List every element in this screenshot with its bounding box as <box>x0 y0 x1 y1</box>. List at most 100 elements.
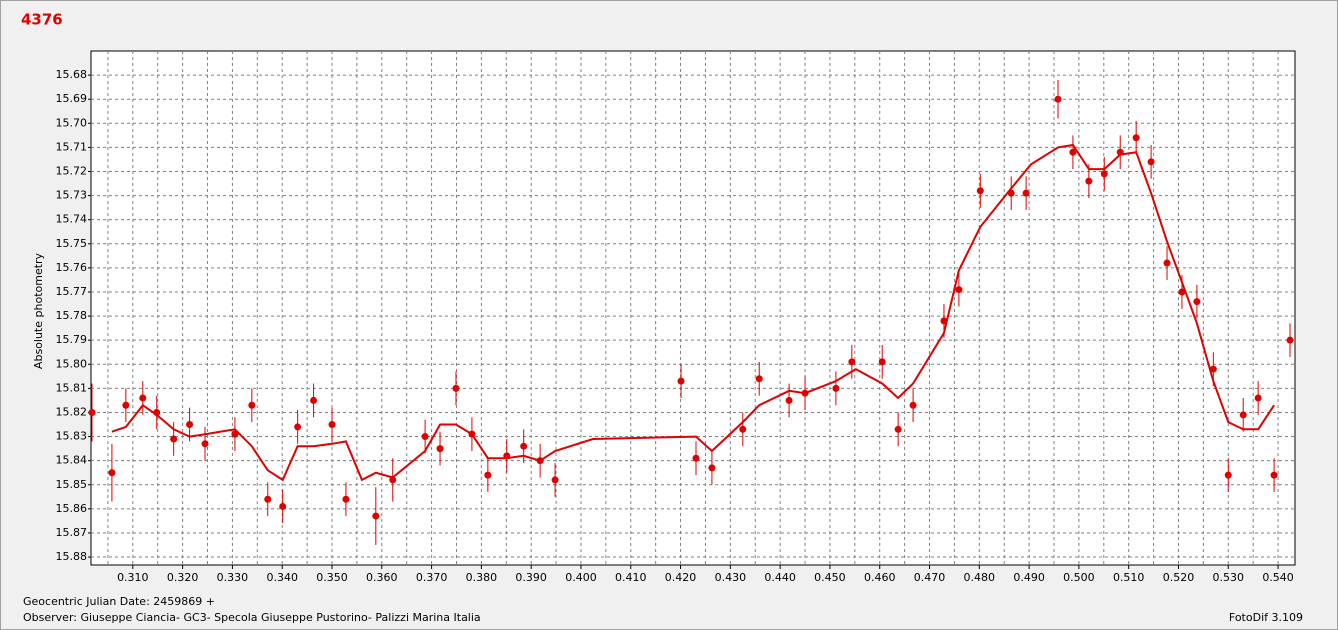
y-tick-label: 15.86 <box>56 502 88 515</box>
x-tick-label: 0.320 <box>167 571 199 584</box>
data-point <box>551 476 559 484</box>
data-point <box>139 394 147 402</box>
data-point <box>294 423 302 431</box>
y-tick-label: 15.87 <box>56 526 88 539</box>
y-tick-label: 15.81 <box>56 381 88 394</box>
data-point <box>231 430 239 438</box>
data-point <box>421 433 429 441</box>
data-point <box>692 454 700 462</box>
data-point <box>708 464 716 472</box>
x-tick-label: 0.480 <box>964 571 996 584</box>
data-point <box>503 452 511 460</box>
x-tick-label: 0.410 <box>615 571 647 584</box>
x-tick-label: 0.450 <box>814 571 846 584</box>
x-tick-label: 0.530 <box>1213 571 1245 584</box>
data-point <box>878 358 886 366</box>
y-tick-label: 15.70 <box>56 116 88 129</box>
data-point <box>1254 394 1262 402</box>
data-point <box>264 495 272 503</box>
data-point <box>848 358 856 366</box>
data-point <box>88 408 96 416</box>
data-point <box>310 396 318 404</box>
data-point <box>909 401 917 409</box>
observer-note: Observer: Giuseppe Ciancia- GC3- Specola… <box>23 611 481 624</box>
y-tick-label: 15.71 <box>56 140 88 153</box>
y-tick-label: 15.75 <box>56 237 88 250</box>
data-point <box>122 401 130 409</box>
data-point <box>1209 365 1217 373</box>
data-point <box>536 457 544 465</box>
data-point <box>186 421 194 429</box>
data-point <box>1286 336 1294 344</box>
data-point <box>976 187 984 195</box>
y-tick-label: 15.84 <box>56 454 88 467</box>
x-tick-label: 0.370 <box>416 571 448 584</box>
data-point <box>785 396 793 404</box>
data-point <box>1224 471 1232 479</box>
plot-area <box>90 50 1296 566</box>
x-tick-label: 0.380 <box>466 571 498 584</box>
data-point <box>170 435 178 443</box>
data-point <box>1069 148 1077 156</box>
y-tick-label: 15.69 <box>56 92 88 105</box>
x-tick-label: 0.460 <box>864 571 896 584</box>
data-point <box>955 286 963 294</box>
data-point <box>342 495 350 503</box>
fit-line <box>111 143 1275 482</box>
data-point <box>1147 158 1155 166</box>
data-point <box>1193 298 1201 306</box>
data-point <box>1007 189 1015 197</box>
y-tick-label: 15.85 <box>56 478 88 491</box>
data-point <box>677 377 685 385</box>
x-tick-label: 0.420 <box>665 571 697 584</box>
data-point <box>755 375 763 383</box>
data-point <box>1178 288 1186 296</box>
data-point <box>153 408 161 416</box>
data-point <box>520 442 528 450</box>
x-tick-label: 0.430 <box>715 571 747 584</box>
y-tick-label: 15.72 <box>56 164 88 177</box>
data-point <box>1085 177 1093 185</box>
x-tick-label: 0.360 <box>366 571 398 584</box>
data-point <box>940 317 948 325</box>
data-point <box>201 440 209 448</box>
x-tick-label: 0.510 <box>1113 571 1145 584</box>
data-point <box>1163 259 1171 267</box>
x-tick-label: 0.340 <box>266 571 298 584</box>
data-point <box>436 445 444 453</box>
x-tick-label: 0.520 <box>1163 571 1195 584</box>
data-point <box>1270 471 1278 479</box>
y-tick-label: 15.68 <box>56 68 88 81</box>
x-tick-label: 0.490 <box>1013 571 1045 584</box>
software-note: FotoDif 3.109 <box>1229 611 1303 624</box>
data-point <box>468 430 476 438</box>
x-tick-label: 0.400 <box>565 571 597 584</box>
y-tick-label: 15.74 <box>56 213 88 226</box>
y-axis-label: Absolute photometry <box>32 252 45 369</box>
y-tick-label: 15.76 <box>56 261 88 274</box>
data-point <box>1022 189 1030 197</box>
y-tick-label: 15.77 <box>56 285 88 298</box>
x-tick-label: 0.330 <box>217 571 249 584</box>
y-tick-label: 15.83 <box>56 430 88 443</box>
x-tick-label: 0.440 <box>764 571 796 584</box>
y-tick-label: 15.80 <box>56 357 88 370</box>
data-point <box>389 476 397 484</box>
y-tick-label: 15.73 <box>56 189 88 202</box>
data-point <box>801 389 809 397</box>
x-tick-label: 0.500 <box>1063 571 1095 584</box>
data-point <box>452 384 460 392</box>
y-tick-label: 15.82 <box>56 405 88 418</box>
data-point <box>1100 170 1108 178</box>
x-tick-label: 0.310 <box>117 571 149 584</box>
data-point <box>108 469 116 477</box>
data-point <box>484 471 492 479</box>
data-point <box>894 425 902 433</box>
chart-title: 4376 <box>21 11 63 29</box>
y-tick-label: 15.79 <box>56 333 88 346</box>
data-point <box>1239 411 1247 419</box>
y-tick-label: 15.88 <box>56 550 88 563</box>
x-tick-label: 0.540 <box>1262 571 1294 584</box>
